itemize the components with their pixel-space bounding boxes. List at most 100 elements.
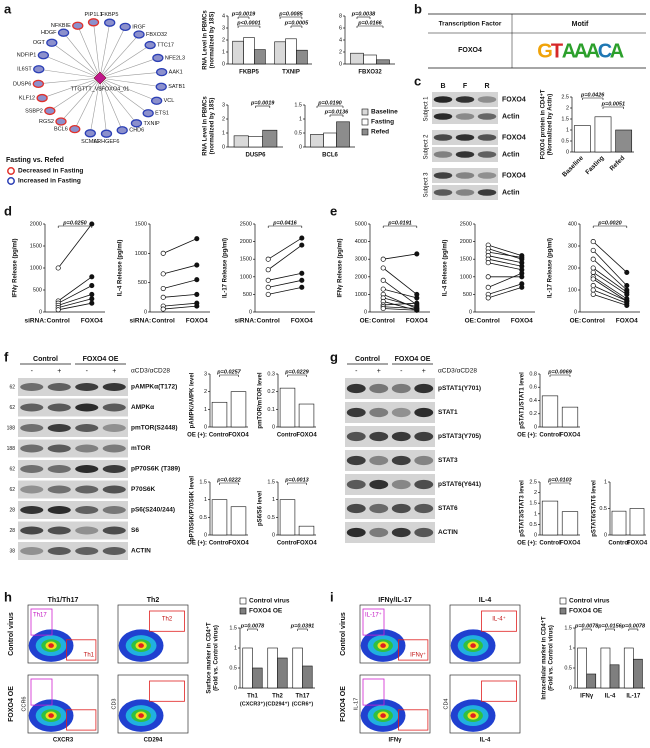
blot-band	[455, 134, 475, 141]
bar	[267, 647, 278, 689]
network-node	[55, 117, 67, 126]
point	[89, 291, 95, 297]
row-label: FOXO4 OE	[8, 686, 15, 722]
y-tick-label: 0	[566, 149, 569, 155]
y-tick-label: 0	[299, 144, 302, 150]
node-label: KLF12	[19, 96, 35, 102]
band-label: P70S6K	[131, 486, 156, 493]
legend-label: Control virus	[249, 598, 290, 605]
pair-line	[592, 272, 628, 295]
x-tick-label: Control	[209, 541, 231, 547]
p-value: p=0.0229	[284, 369, 309, 375]
pair-line	[488, 286, 522, 299]
p-value: p=0.0078	[240, 623, 265, 629]
x-tick-label: FOXO4	[296, 541, 317, 547]
y-tick-label: 0.3	[267, 371, 275, 377]
y-tick-label: 2	[566, 105, 569, 111]
node-label: NDFIP1	[17, 53, 37, 59]
network-edge	[99, 77, 123, 131]
blot-band	[20, 547, 44, 555]
x-prefix: OE (+):	[517, 433, 537, 439]
x-tick-sublabel: (CXCR3⁺)	[240, 700, 265, 707]
point	[265, 267, 271, 273]
x-tick-label: Control	[47, 318, 70, 325]
network-edge	[42, 77, 101, 99]
band-label: pmTOR(S2448)	[131, 425, 177, 432]
network-node	[46, 38, 58, 47]
network-node	[57, 28, 70, 37]
y-axis-label: IL-4 Release (pg/ml)	[118, 240, 124, 297]
pair-line	[488, 248, 522, 260]
bar	[561, 406, 579, 428]
bar	[629, 508, 645, 536]
blot-band	[391, 455, 411, 466]
flow-density	[470, 713, 476, 718]
p-value: p=0.0069	[547, 369, 572, 375]
y-tick-label: 500	[463, 292, 472, 298]
pair-line	[57, 276, 93, 302]
blot-band	[75, 383, 99, 391]
pair-line	[58, 302, 92, 311]
panel-letter: e	[330, 203, 337, 218]
node-label: SSBP2	[25, 108, 43, 114]
y-axis-label: (normalized by 18S)	[210, 12, 216, 69]
blot-band	[20, 444, 44, 453]
y-tick-label: 0.6	[529, 385, 537, 391]
bar	[363, 54, 377, 65]
y-tick-label: 0	[222, 144, 225, 150]
legend-label: Baseline	[371, 109, 398, 116]
network-edge	[60, 77, 101, 122]
subject-label: Subject 1	[424, 96, 430, 122]
y-tick-label: 0.5	[599, 506, 607, 512]
network-node	[36, 93, 48, 103]
x-tick-label: Th1	[247, 694, 258, 700]
pair-line	[268, 279, 302, 288]
y-tick-label: 0.5	[529, 522, 537, 528]
blot-strip	[345, 522, 435, 543]
point	[265, 291, 271, 297]
y-axis-label: RNA Level in PBMCs	[203, 96, 209, 156]
network-edge	[77, 25, 101, 79]
y-tick-label: 0	[272, 532, 275, 538]
y-tick-label: 3	[222, 25, 225, 31]
y-tick-label: 1	[299, 116, 302, 122]
x-prefix: OE (+):	[187, 541, 207, 547]
blot-strip	[345, 402, 435, 423]
pair-line	[488, 272, 522, 288]
flow-gate	[30, 608, 53, 636]
panel-letter: g	[330, 349, 338, 364]
blot-band	[391, 383, 411, 394]
y-axis-label: RNA Level in PBMCs	[203, 10, 209, 70]
blot-band	[414, 479, 434, 490]
blot-strip	[18, 439, 128, 458]
pair-line	[57, 223, 93, 269]
y-tick-label: 1	[204, 497, 207, 503]
network-node	[142, 109, 154, 118]
y-tick-label: 1	[272, 497, 275, 503]
point	[194, 303, 200, 309]
x-tick-label: Th17	[295, 694, 310, 700]
blot-band	[455, 96, 475, 103]
column-label: IL-4	[479, 597, 492, 604]
node-label: BCL6	[54, 127, 68, 133]
y-tick-label: 0.2	[529, 411, 537, 417]
y-tick-label: 0.5	[267, 515, 275, 521]
y-axis-label: pS6/S6 level	[258, 491, 264, 526]
legend-label: FOXO4 OE	[249, 608, 283, 615]
p-value: p=0.0078	[621, 623, 646, 629]
blot-strip	[18, 398, 128, 417]
point	[89, 221, 95, 227]
legend-marker	[7, 167, 15, 175]
group-label: Control	[33, 356, 58, 363]
blot-band	[47, 465, 71, 473]
y-tick-label: 0	[364, 309, 367, 315]
point	[624, 283, 630, 289]
pair-line	[267, 244, 303, 271]
network-edge	[90, 77, 101, 134]
y-tick-label: 5000	[355, 221, 367, 227]
pair-line	[383, 253, 417, 260]
group-label: FOXO4 OE	[83, 356, 119, 363]
blot-band	[369, 407, 389, 418]
y-tick-label: 1.5	[294, 102, 302, 108]
subject-label: Subject 2	[424, 134, 430, 160]
